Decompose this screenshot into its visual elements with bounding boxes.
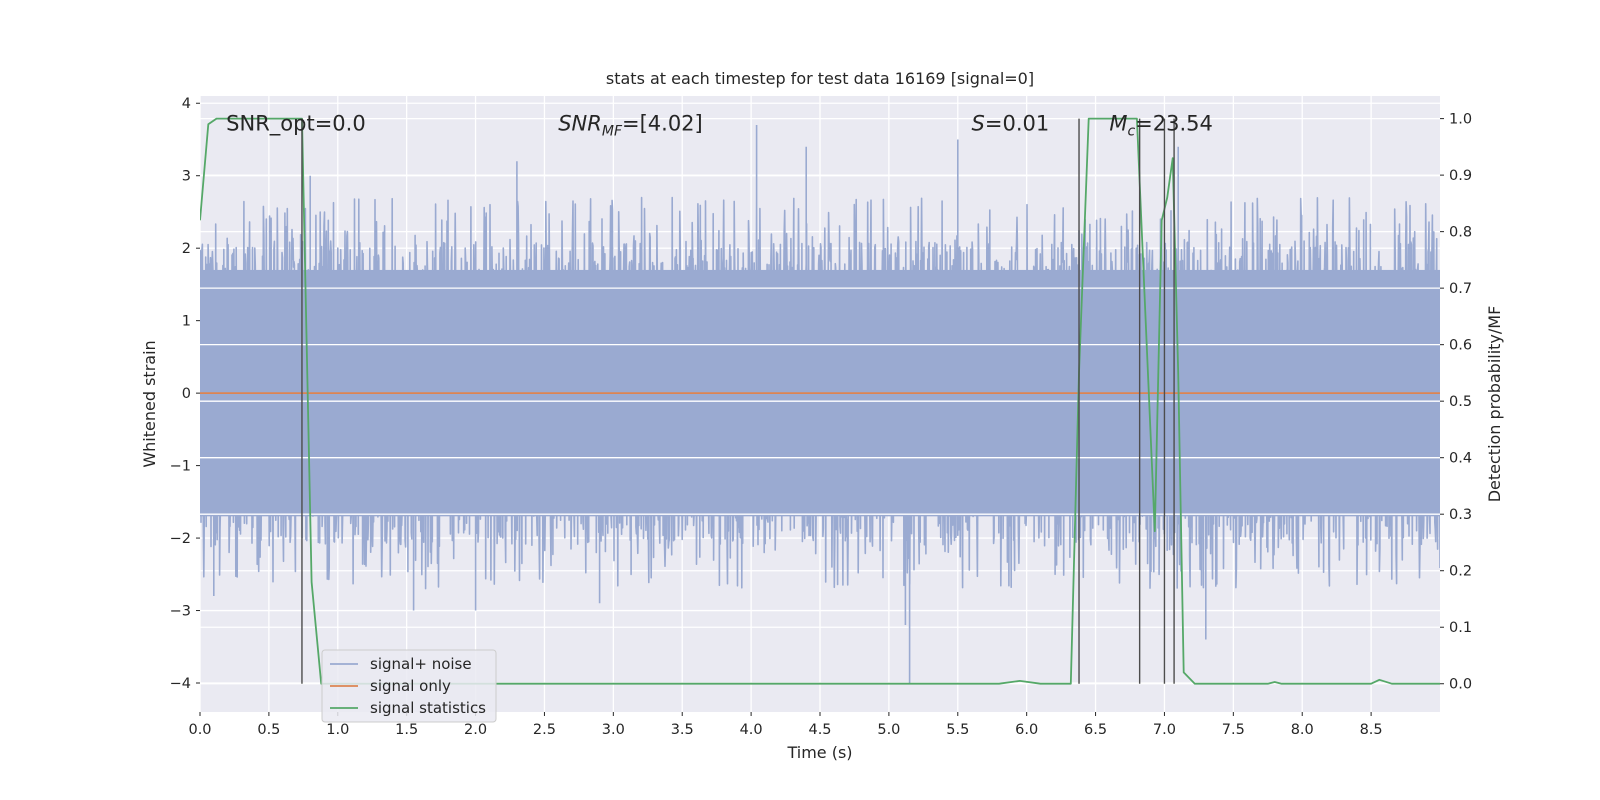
tick-labels: 0.0 0.5 1.0 1.5 2.0 2.5 3.0 3.5 4.0 4.5 5.0 5.5 6.0 6… bbox=[170, 96, 1472, 738]
x-tick-label: 8.0 bbox=[1291, 722, 1314, 738]
y-tick-label: 0 bbox=[182, 386, 191, 402]
y2-axis-title: Detection probability/MF bbox=[1485, 306, 1504, 503]
annotation-value: =0.01 bbox=[985, 112, 1049, 136]
y2-tick-label: 0.5 bbox=[1449, 394, 1472, 410]
marker-lines bbox=[301, 118, 1175, 684]
legend-label: signal+ noise bbox=[370, 655, 472, 673]
y2-tick-label: 0.7 bbox=[1449, 281, 1472, 297]
x-tick-label: 5.5 bbox=[946, 722, 969, 738]
y-tick-label: −1 bbox=[170, 459, 191, 475]
annotation-value: =23.54 bbox=[1135, 112, 1213, 136]
series-layer bbox=[200, 117, 1440, 685]
x-tick-label: 0.0 bbox=[188, 722, 211, 738]
chart-title: stats at each timestep for test data 161… bbox=[606, 69, 1034, 88]
y2-tick-label: 0.6 bbox=[1449, 338, 1472, 354]
annotations: SNR_opt=0.0 SNRMF=[4.02] S=0.01 Mc=23.54 bbox=[226, 112, 1213, 140]
x-tick-label: 0.5 bbox=[257, 722, 280, 738]
y2-tick-label: 0.2 bbox=[1449, 564, 1472, 580]
annotation-subscript: c bbox=[1127, 124, 1135, 140]
x-tick-label: 3.0 bbox=[602, 722, 625, 738]
y2-tick-label: 0.1 bbox=[1449, 620, 1472, 636]
series-line-signal-statistics bbox=[200, 117, 1440, 685]
x-tick-label: 8.5 bbox=[1360, 722, 1383, 738]
y-tick-label: 2 bbox=[182, 241, 191, 257]
legend-label: signal statistics bbox=[370, 699, 486, 717]
y-tick-label: −2 bbox=[170, 531, 191, 547]
y-axis-title: Whitened strain bbox=[140, 340, 159, 467]
y2-tick-label: 1.0 bbox=[1449, 112, 1472, 128]
x-tick-label: 7.0 bbox=[1153, 722, 1176, 738]
annotation-base: M bbox=[1109, 112, 1127, 136]
annotation-base: S bbox=[972, 112, 985, 136]
legend-label: signal only bbox=[370, 677, 451, 695]
x-tick-label: 5.0 bbox=[877, 722, 900, 738]
x-tick-label: 1.5 bbox=[395, 722, 418, 738]
legend: signal+ noise signal only signal statistic… bbox=[321, 649, 497, 723]
y2-tick-label: 0.3 bbox=[1449, 507, 1472, 523]
y-tick-label: −3 bbox=[170, 604, 191, 620]
x-tick-label: 4.5 bbox=[808, 722, 831, 738]
x-tick-label: 2.0 bbox=[464, 722, 487, 738]
y2-tick-label: 0.4 bbox=[1449, 451, 1472, 467]
x-tick-label: 4.0 bbox=[740, 722, 763, 738]
y2-tick-label: 0.9 bbox=[1449, 168, 1472, 184]
annotation-label: SNRMF=[4.02] bbox=[558, 112, 703, 140]
x-axis-title: Time (s) bbox=[786, 743, 852, 762]
x-tick-label: 7.5 bbox=[1222, 722, 1245, 738]
x-tick-label: 6.5 bbox=[1084, 722, 1107, 738]
y-tick-label: 4 bbox=[182, 96, 191, 112]
annotation-value: =[4.02] bbox=[622, 112, 703, 136]
x-tick-label: 1.0 bbox=[326, 722, 349, 738]
y2-tick-label: 0.0 bbox=[1449, 677, 1472, 693]
legend-box bbox=[321, 649, 497, 723]
x-tick-label: 2.5 bbox=[533, 722, 556, 738]
annotation-label: SNR_opt=0.0 bbox=[226, 112, 366, 137]
annotation-label: Mc=23.54 bbox=[1109, 112, 1213, 140]
y-tick-label: 1 bbox=[182, 314, 191, 330]
annotation-base: SNR bbox=[558, 112, 602, 136]
y2-tick-label: 0.8 bbox=[1449, 225, 1472, 241]
annotation-label: S=0.01 bbox=[972, 112, 1050, 136]
y-tick-label: −4 bbox=[170, 676, 191, 692]
y-tick-label: 3 bbox=[182, 169, 191, 185]
annotation-subscript: MF bbox=[602, 124, 623, 140]
x-tick-label: 6.0 bbox=[1015, 722, 1038, 738]
x-tick-label: 3.5 bbox=[671, 722, 694, 738]
